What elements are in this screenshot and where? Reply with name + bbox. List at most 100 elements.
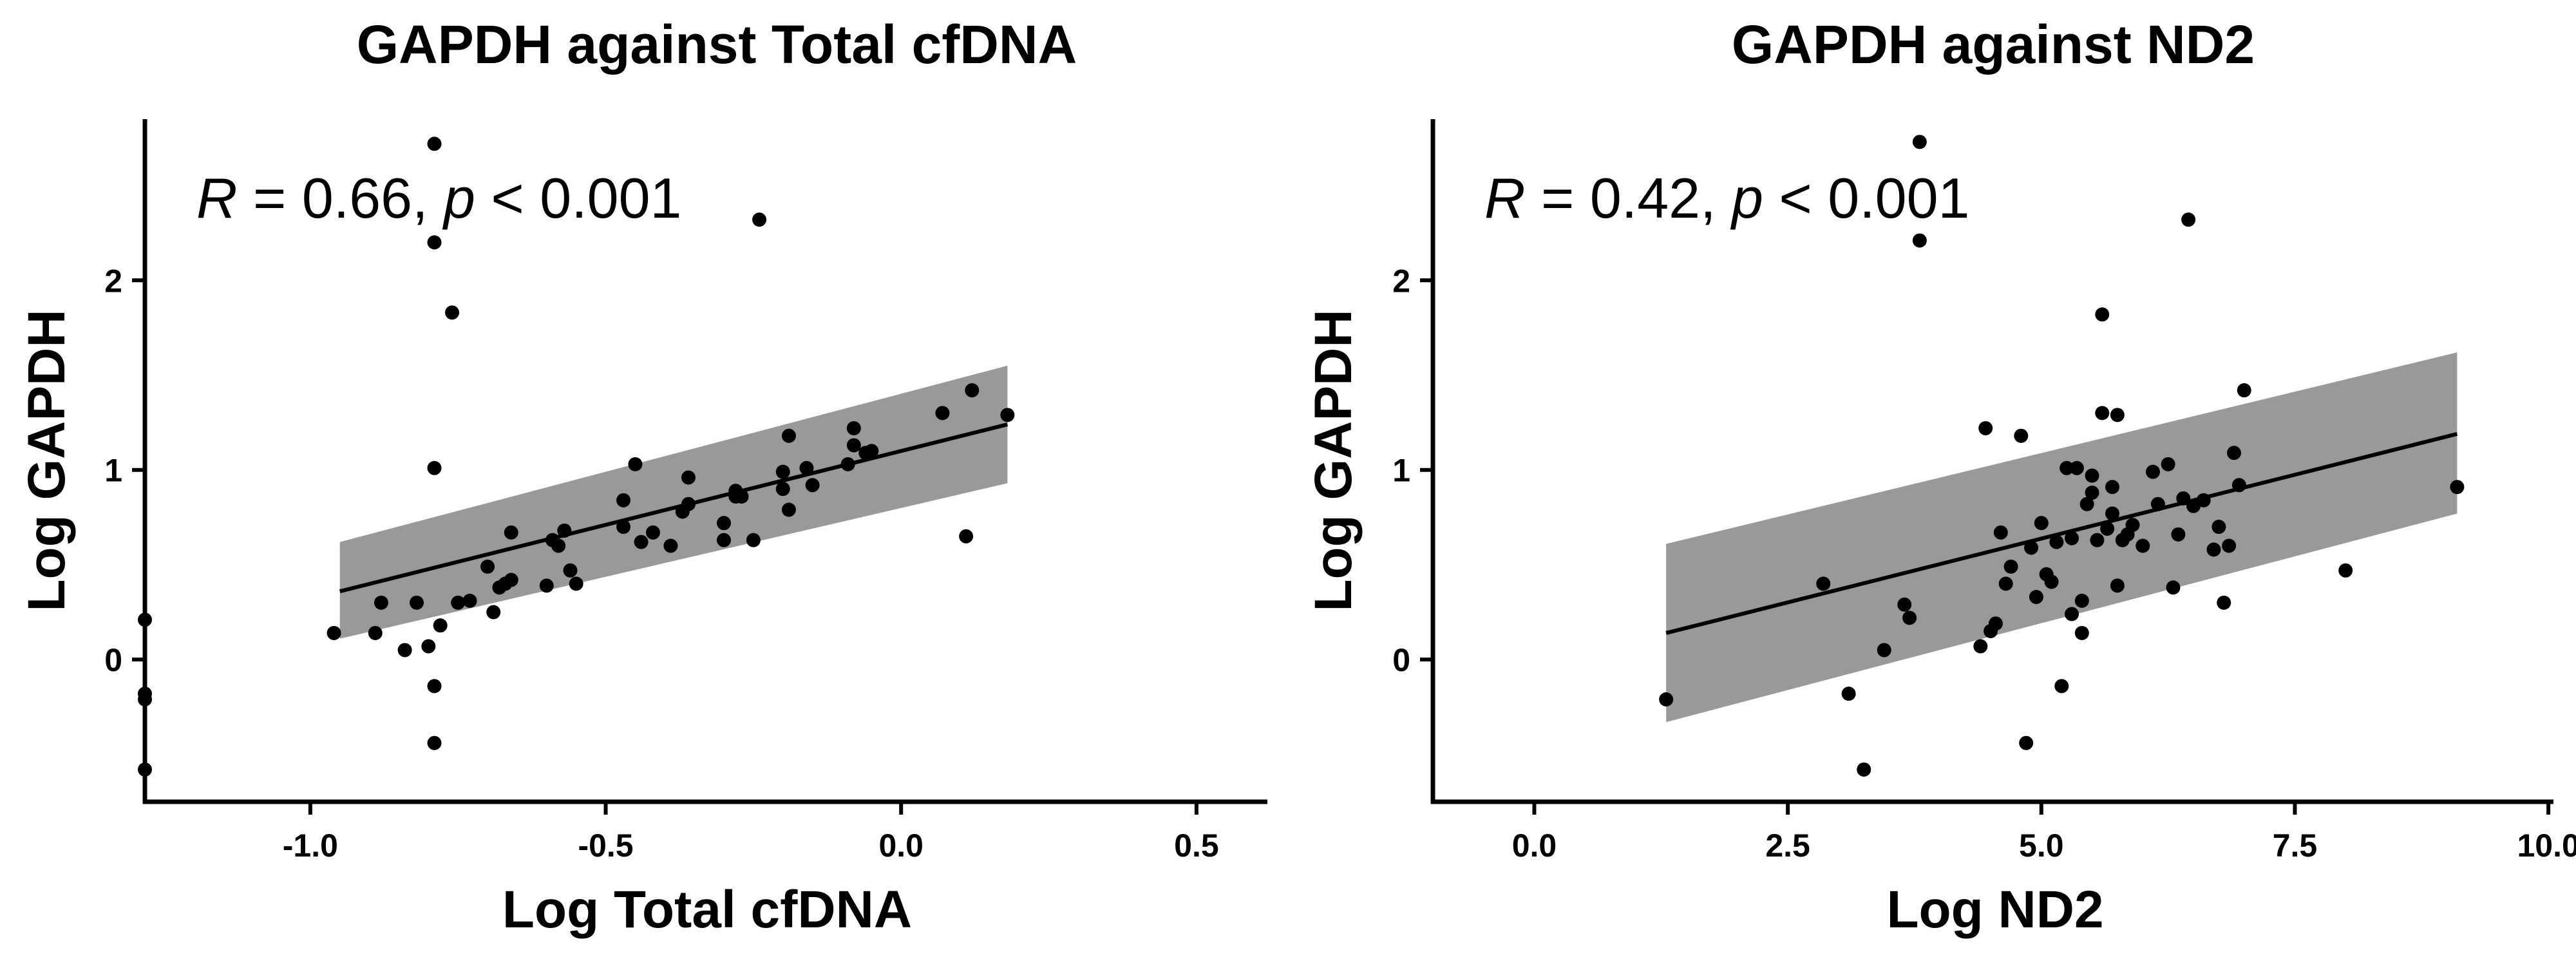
data-point — [2085, 468, 2099, 483]
r-symbol: R — [1484, 166, 1526, 230]
x-tick-label: 2.5 — [1765, 828, 1810, 864]
data-point — [2085, 486, 2099, 500]
data-point — [2196, 493, 2211, 507]
data-point — [2125, 518, 2140, 533]
data-point — [2065, 607, 2079, 621]
data-point — [557, 523, 572, 538]
x-tick-label: 7.5 — [2273, 828, 2318, 864]
x-tick-label: -1.0 — [283, 828, 338, 864]
data-point — [2450, 480, 2465, 495]
data-point — [965, 383, 980, 398]
data-point — [2206, 542, 2221, 557]
data-point — [681, 497, 696, 511]
data-point — [2110, 578, 2125, 593]
data-point — [2074, 593, 2089, 608]
data-point — [445, 305, 460, 320]
data-point — [486, 605, 501, 620]
data-point — [717, 533, 732, 547]
data-point — [2176, 491, 2191, 506]
data-point — [2105, 506, 2120, 521]
data-point — [2231, 478, 2246, 493]
data-point — [752, 213, 767, 227]
data-point — [2105, 480, 2120, 495]
data-point — [1998, 576, 2013, 591]
correlation-annotation: R = 0.42, p < 0.001 — [1484, 166, 1970, 230]
p-symbol: p — [1730, 166, 1763, 230]
data-point — [2237, 383, 2251, 398]
data-point — [327, 625, 341, 640]
data-point — [2014, 428, 2029, 443]
x-tick-label: 0.0 — [1512, 828, 1557, 864]
data-point — [1973, 639, 1988, 654]
data-point — [2019, 735, 2034, 750]
r-value-text: = 0.66, — [238, 166, 444, 230]
p-value-text: < 0.001 — [1763, 166, 1970, 230]
data-point — [2069, 460, 2084, 475]
data-point — [2146, 464, 2161, 479]
data-point — [746, 533, 761, 547]
data-point — [2054, 679, 2069, 694]
data-point — [645, 525, 660, 540]
x-tick-label: 0.5 — [1174, 828, 1219, 864]
x-axis-label: Log ND2 — [1886, 880, 2103, 939]
data-point — [374, 595, 388, 610]
data-point — [1912, 233, 1927, 248]
x-tick-label: 10.0 — [2517, 828, 2576, 864]
data-points — [138, 137, 1015, 777]
data-point — [805, 478, 820, 493]
data-point — [634, 535, 649, 549]
chart-title: GAPDH against Total cfDNA — [357, 14, 1077, 75]
data-point — [2095, 307, 2110, 322]
data-point — [569, 576, 583, 591]
data-point — [2079, 497, 2094, 511]
data-point — [421, 639, 436, 654]
data-point — [775, 464, 790, 479]
data-point — [397, 643, 412, 658]
y-tick-label: 0 — [104, 642, 122, 678]
data-points — [1659, 135, 2465, 777]
data-point — [935, 406, 950, 421]
correlation-annotation: R = 0.66, p < 0.001 — [196, 166, 682, 230]
data-point — [2226, 446, 2241, 460]
x-tick-label: 0.0 — [878, 828, 923, 864]
data-point — [2095, 406, 2110, 421]
y-tick-label: 2 — [1392, 263, 1410, 299]
data-point — [433, 618, 448, 633]
data-point — [1816, 576, 1831, 591]
data-point — [504, 525, 518, 540]
data-point — [663, 538, 678, 553]
r-symbol: R — [196, 166, 238, 230]
chart-panel-cfdna: GAPDH against Total cfDNA R = 0.66, p < … — [17, 14, 1267, 939]
x-tick-label: 5.0 — [2019, 828, 2064, 864]
data-point — [2171, 527, 2186, 542]
data-point — [2110, 408, 2125, 422]
data-point — [1902, 611, 1917, 625]
regression-line — [339, 422, 1009, 594]
chart-title: GAPDH against ND2 — [1732, 14, 2255, 75]
data-point — [462, 593, 477, 608]
data-point — [563, 563, 578, 578]
data-point — [427, 137, 442, 151]
data-point — [2136, 538, 2150, 553]
data-point — [628, 457, 643, 471]
data-point — [2024, 540, 2039, 555]
data-point — [1841, 687, 1856, 701]
data-point — [2217, 595, 2231, 610]
data-point — [451, 595, 466, 610]
p-value-text: < 0.001 — [475, 166, 682, 230]
data-point — [846, 438, 861, 453]
regression-line-layer — [339, 422, 1009, 594]
data-point — [781, 502, 796, 517]
r-value-text: = 0.42, — [1526, 166, 1732, 230]
data-point — [734, 489, 749, 504]
data-point — [2181, 213, 2196, 227]
axes: -1.0 -0.5 0.0 0.5 0 1 2 — [104, 119, 1267, 864]
data-point — [2222, 538, 2237, 553]
data-point — [427, 735, 442, 750]
data-point — [1993, 525, 2008, 540]
data-point — [1857, 762, 1871, 777]
regression-line — [1665, 431, 2458, 635]
data-point — [616, 493, 631, 507]
data-point — [775, 482, 790, 497]
